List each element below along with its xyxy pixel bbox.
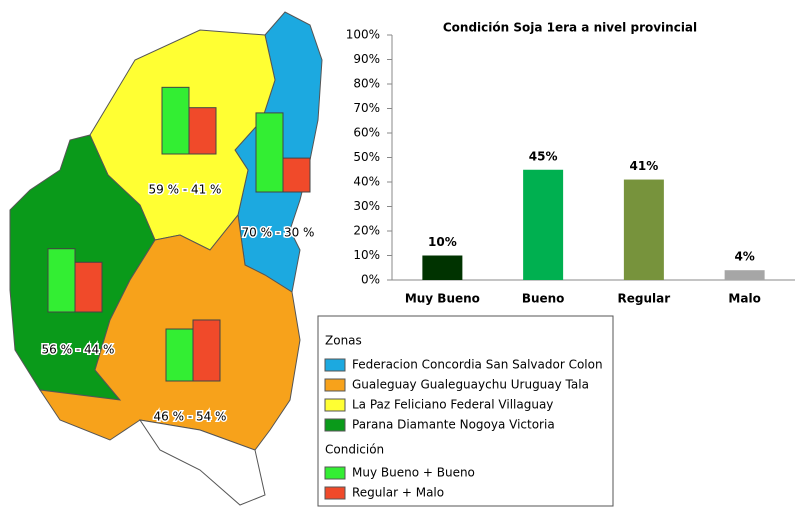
legend-swatch xyxy=(324,358,346,372)
legend-label: Muy Bueno + Bueno xyxy=(352,466,475,480)
chart-title: Condición Soja 1era a nivel provincial xyxy=(443,21,697,35)
mini-bar xyxy=(255,112,284,193)
value-label: 41% xyxy=(630,159,659,173)
legend-swatch xyxy=(324,378,346,392)
y-tick-label: 100% xyxy=(346,28,380,42)
y-tick-label: 20% xyxy=(353,224,380,238)
y-tick-label: 10% xyxy=(353,248,380,262)
zone-label: 59 % - 41 % xyxy=(149,183,222,197)
mini-bar xyxy=(74,261,103,313)
legend-swatch xyxy=(324,466,346,480)
y-tick-label: 30% xyxy=(353,199,380,213)
legend-label: Parana Diamante Nogoya Victoria xyxy=(352,418,555,432)
zone-label: 56 % - 44 % xyxy=(42,343,115,357)
bar xyxy=(623,179,664,280)
x-tick-label: Bueno xyxy=(522,292,565,306)
zone-label: 46 % - 54 % xyxy=(154,410,227,424)
legend-swatch xyxy=(324,398,346,412)
x-tick-label: Muy Bueno xyxy=(405,292,480,306)
y-tick-label: 80% xyxy=(353,77,380,91)
mini-bar xyxy=(165,328,194,382)
legend-swatch xyxy=(324,418,346,432)
x-tick-label: Malo xyxy=(728,292,760,306)
legend-label: Regular + Malo xyxy=(352,486,444,500)
legend-label: Gualeguay Gualeguaychu Uruguay Tala xyxy=(352,378,589,392)
x-tick-label: Regular xyxy=(618,292,671,306)
y-tick-label: 50% xyxy=(353,150,380,164)
bar xyxy=(422,255,463,280)
zone-label: 70 % - 30 % xyxy=(242,226,315,240)
islands xyxy=(138,419,266,506)
legend-swatch xyxy=(324,486,346,500)
value-label: 4% xyxy=(734,250,754,264)
legend-box xyxy=(317,315,614,507)
legend-title: Condición xyxy=(325,443,384,457)
mini-bar xyxy=(192,319,221,382)
y-tick-label: 40% xyxy=(353,175,380,189)
mini-bar xyxy=(282,157,311,193)
bar xyxy=(724,270,765,280)
y-tick-label: 60% xyxy=(353,126,380,140)
legend-label: La Paz Feliciano Federal Villaguay xyxy=(352,398,553,412)
value-label: 10% xyxy=(428,235,457,249)
mini-bar xyxy=(188,107,217,155)
mini-bar xyxy=(47,248,76,313)
mini-bar xyxy=(161,86,190,155)
value-label: 45% xyxy=(529,149,558,163)
legend-title: Zonas xyxy=(325,334,362,348)
bar xyxy=(523,169,564,280)
legend-label: Federacion Concordia San Salvador Colon xyxy=(352,358,603,372)
y-tick-label: 90% xyxy=(353,52,380,66)
y-tick-label: 70% xyxy=(353,101,380,115)
y-tick-label: 0% xyxy=(361,273,380,287)
